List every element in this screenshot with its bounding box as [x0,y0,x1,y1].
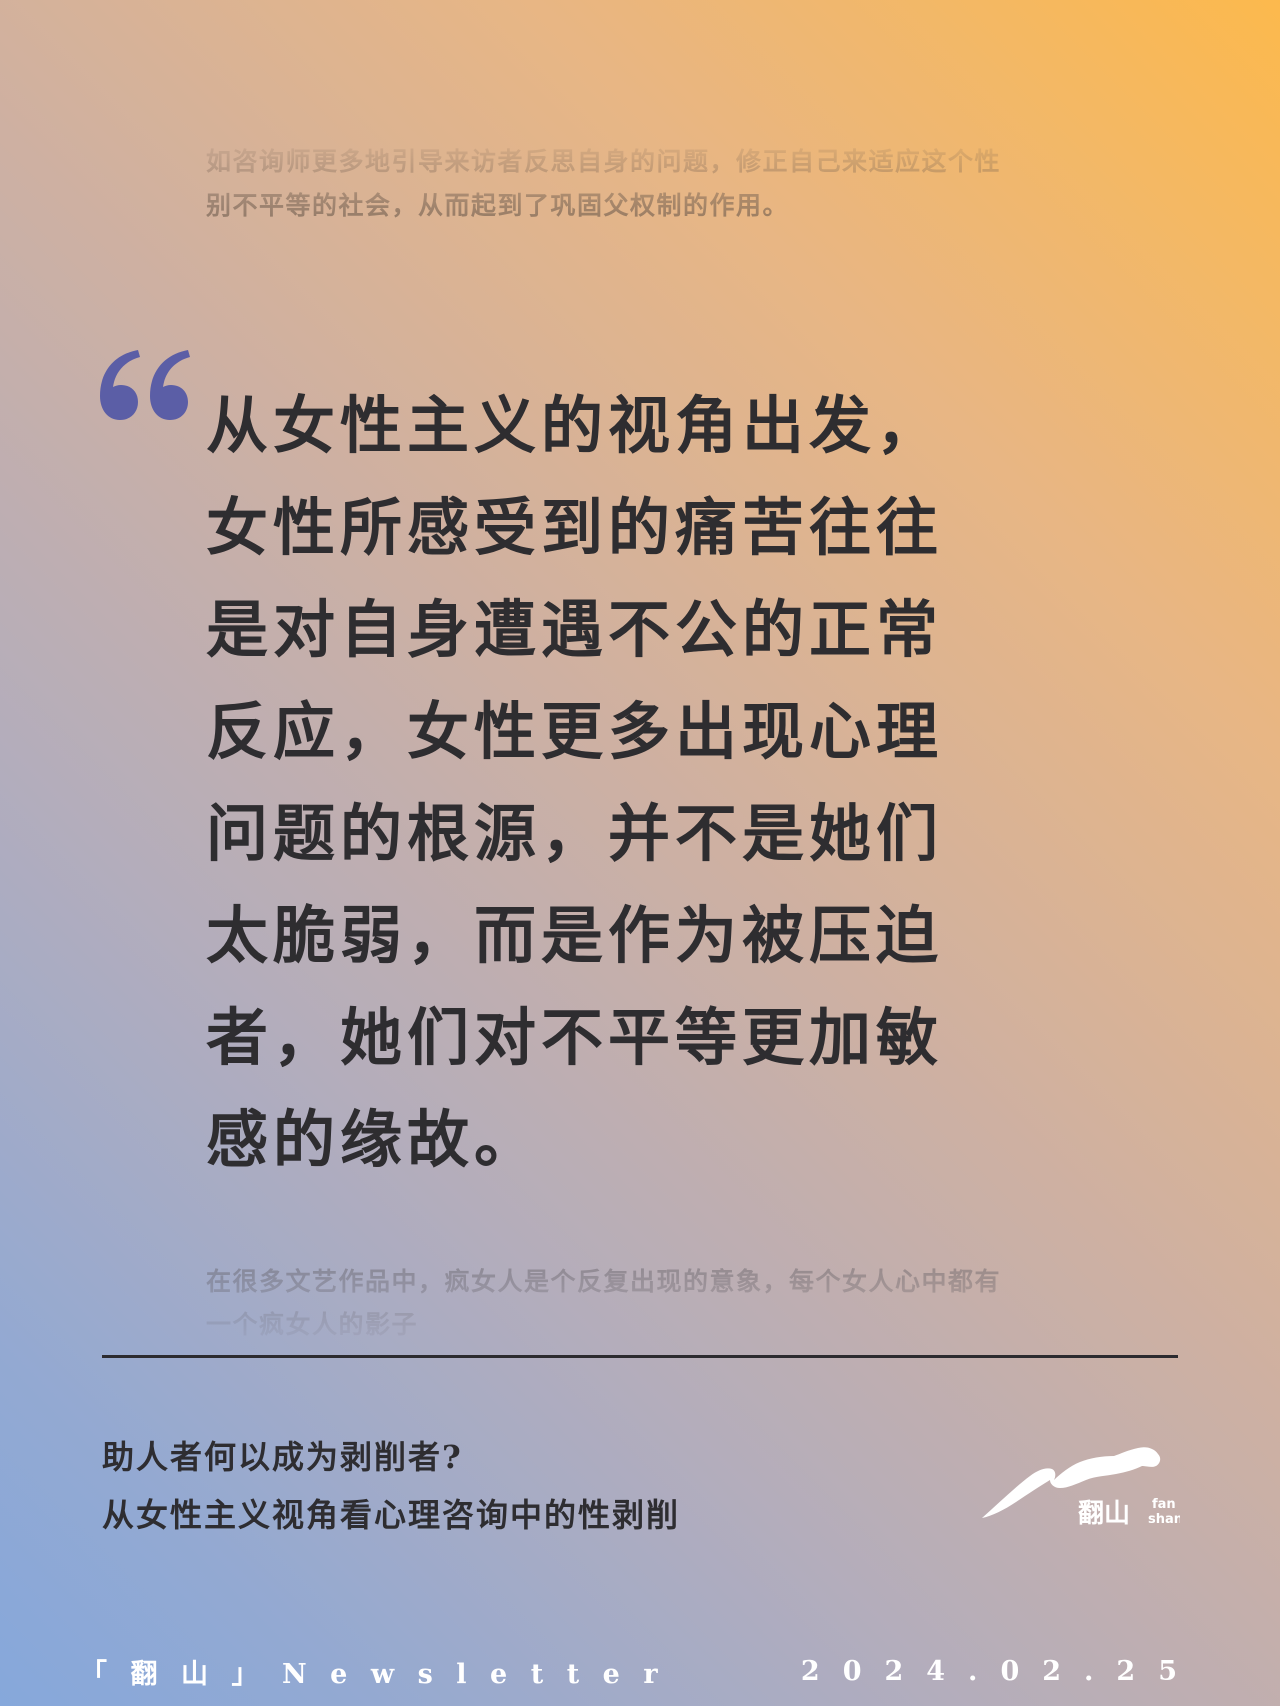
logo-latin-1: fan [1152,1497,1176,1512]
logo-chinese: 翻山 [1078,1499,1130,1528]
footer-date: 2024.02.25 [800,1656,1200,1687]
logo-latin-2: shan [1148,1512,1180,1527]
mountain-brush-icon [982,1447,1161,1518]
footer-publication: 「翻山」Newsletter [80,1659,682,1690]
pull-quote: 从女性主义的视角出发，女性所感受到的痛苦往往是对自身遭遇不公的正常反应，女性更多… [206,389,944,1176]
fanshan-logo: 翻山 fan shan [982,1447,1180,1528]
divider [102,1355,1178,1358]
article-title-line-2: 从女性主义视角看心理咨询中的性剥削 [102,1496,681,1534]
footer: 「翻山」Newsletter 2024.02.25 [80,1652,1200,1691]
article-title-line-1: 助人者何以成为剥削者? [102,1438,463,1476]
quote-mark-icon [100,350,190,420]
article-title: 助人者何以成为剥削者? 从女性主义视角看心理咨询中的性剥削 [102,1428,862,1544]
outro-text: 在很多文艺作品中，疯女人是个反复出现的意象，每个女人心中都有一个疯女人的影子 [206,1267,1002,1339]
intro-text: 如咨询师更多地引导来访者反思自身的问题，修正自己来适应这个性别不平等的社会，从而… [206,147,1002,220]
